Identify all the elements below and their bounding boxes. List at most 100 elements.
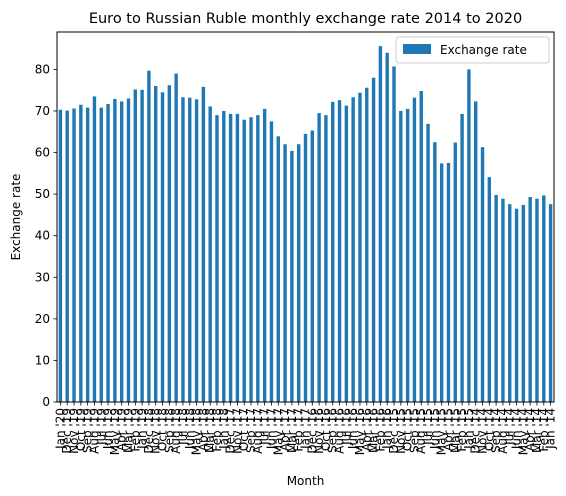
legend-swatch (403, 44, 431, 54)
x-tick-label: Aug '16 (333, 408, 347, 454)
y-ticks-group: 0 10 20 30 40 50 60 70 80 (35, 62, 57, 409)
bar (494, 194, 498, 402)
bar (154, 86, 158, 402)
bar (480, 147, 485, 402)
x-tick-label: Jan '17 (299, 408, 313, 450)
x-tick-label: Sep '18 (162, 408, 176, 453)
bar (113, 98, 117, 402)
x-tick-label: Jul '17 (258, 408, 272, 446)
x-tick-label: Dec '15 (387, 408, 401, 454)
bar (160, 92, 165, 403)
y-tick-label: 10 (35, 353, 50, 367)
bar (337, 100, 342, 402)
x-tick-label: Mar '17 (285, 408, 299, 453)
bars-group (58, 46, 553, 403)
bar (249, 117, 253, 402)
bar (405, 108, 410, 403)
x-tick-label: Feb '19 (128, 408, 142, 452)
bar (106, 103, 110, 402)
x-tick-label: Nov '14 (476, 408, 490, 454)
x-tick-label: Dec '18 (142, 408, 156, 454)
bar (119, 101, 124, 402)
bar (194, 99, 199, 402)
x-tick-label: Feb '14 (537, 408, 551, 452)
bar (331, 101, 335, 402)
bar (242, 119, 246, 402)
x-tick-label: Oct '14 (482, 408, 496, 451)
y-tick-label: 40 (35, 229, 50, 243)
axes-frame (56, 31, 555, 403)
bar (58, 109, 63, 402)
x-tick-label: Aug '15 (414, 408, 428, 454)
bar (378, 46, 383, 403)
bar (412, 97, 417, 402)
bar (235, 113, 240, 403)
bar (535, 198, 539, 402)
x-axis-label: Month (287, 474, 325, 488)
x-tick-label: Sep '16 (326, 408, 340, 453)
x-tick-label: Aug '17 (251, 408, 265, 454)
x-tick-label: Mar '14 (530, 408, 544, 453)
bar (521, 204, 526, 402)
x-tick-label: Apr '19 (115, 408, 129, 451)
x-tick-label: Jan '18 (217, 408, 231, 450)
bar (528, 197, 532, 402)
x-tick-label: Aug '19 (87, 408, 101, 454)
bar (290, 150, 294, 402)
x-tick-label: Oct '19 (74, 408, 88, 451)
bar (65, 110, 69, 403)
x-tick-label: Jan '15 (462, 408, 476, 450)
x-tick-label: Jul '15 (421, 408, 435, 446)
x-tick-label: May '19 (108, 408, 122, 455)
bar (344, 105, 349, 403)
x-tick-label: Jul '19 (94, 408, 108, 446)
x-tick-label: Jan '14 (544, 408, 558, 450)
bar (181, 97, 185, 403)
bar (72, 108, 76, 402)
x-tick-label: May '16 (353, 408, 367, 455)
bar (99, 107, 103, 403)
x-tick-label: Nov '17 (230, 408, 244, 454)
bar (474, 101, 478, 402)
bar (446, 162, 451, 402)
x-tick-label: Nov '19 (67, 408, 81, 454)
x-tick-label: Jul '16 (339, 408, 353, 446)
bar (296, 144, 301, 402)
x-tick-label: Apr '16 (360, 408, 374, 451)
bar (542, 195, 546, 402)
y-tick-label: 20 (35, 312, 50, 326)
legend: Exchange rate (395, 36, 550, 64)
bar (167, 85, 172, 402)
bar (228, 113, 233, 403)
bar (269, 121, 274, 402)
bar (92, 96, 97, 402)
bar (256, 115, 260, 403)
bar (310, 130, 315, 403)
x-tick-label: May '14 (516, 408, 530, 455)
bar (392, 66, 396, 402)
x-tick-label: Feb '18 (210, 408, 224, 452)
x-tick-label: Nov '18 (149, 408, 163, 454)
x-tick-label: Jul '18 (176, 408, 190, 446)
bar (358, 92, 362, 403)
bar (215, 115, 219, 403)
x-tick-label: Mar '18 (203, 408, 217, 453)
x-tick-label: Dec '17 (224, 408, 238, 454)
x-tick-label: Apr '14 (523, 408, 537, 451)
bar (439, 163, 444, 402)
x-tick-label: Feb '15 (455, 408, 469, 452)
chart-title: Euro to Russian Ruble monthly exchange r… (89, 11, 522, 27)
bar (222, 110, 226, 402)
x-tick-label: Oct '16 (319, 408, 333, 451)
bar (147, 70, 151, 403)
x-tick-label: Dec '19 (60, 408, 74, 454)
x-tick-label: Mar '15 (448, 408, 462, 453)
bar (514, 208, 519, 402)
bar (501, 198, 505, 402)
bar (126, 98, 131, 403)
bar (426, 123, 430, 402)
x-tick-label: Jun '15 (428, 408, 442, 450)
x-tick-label: Apr '15 (441, 408, 455, 451)
